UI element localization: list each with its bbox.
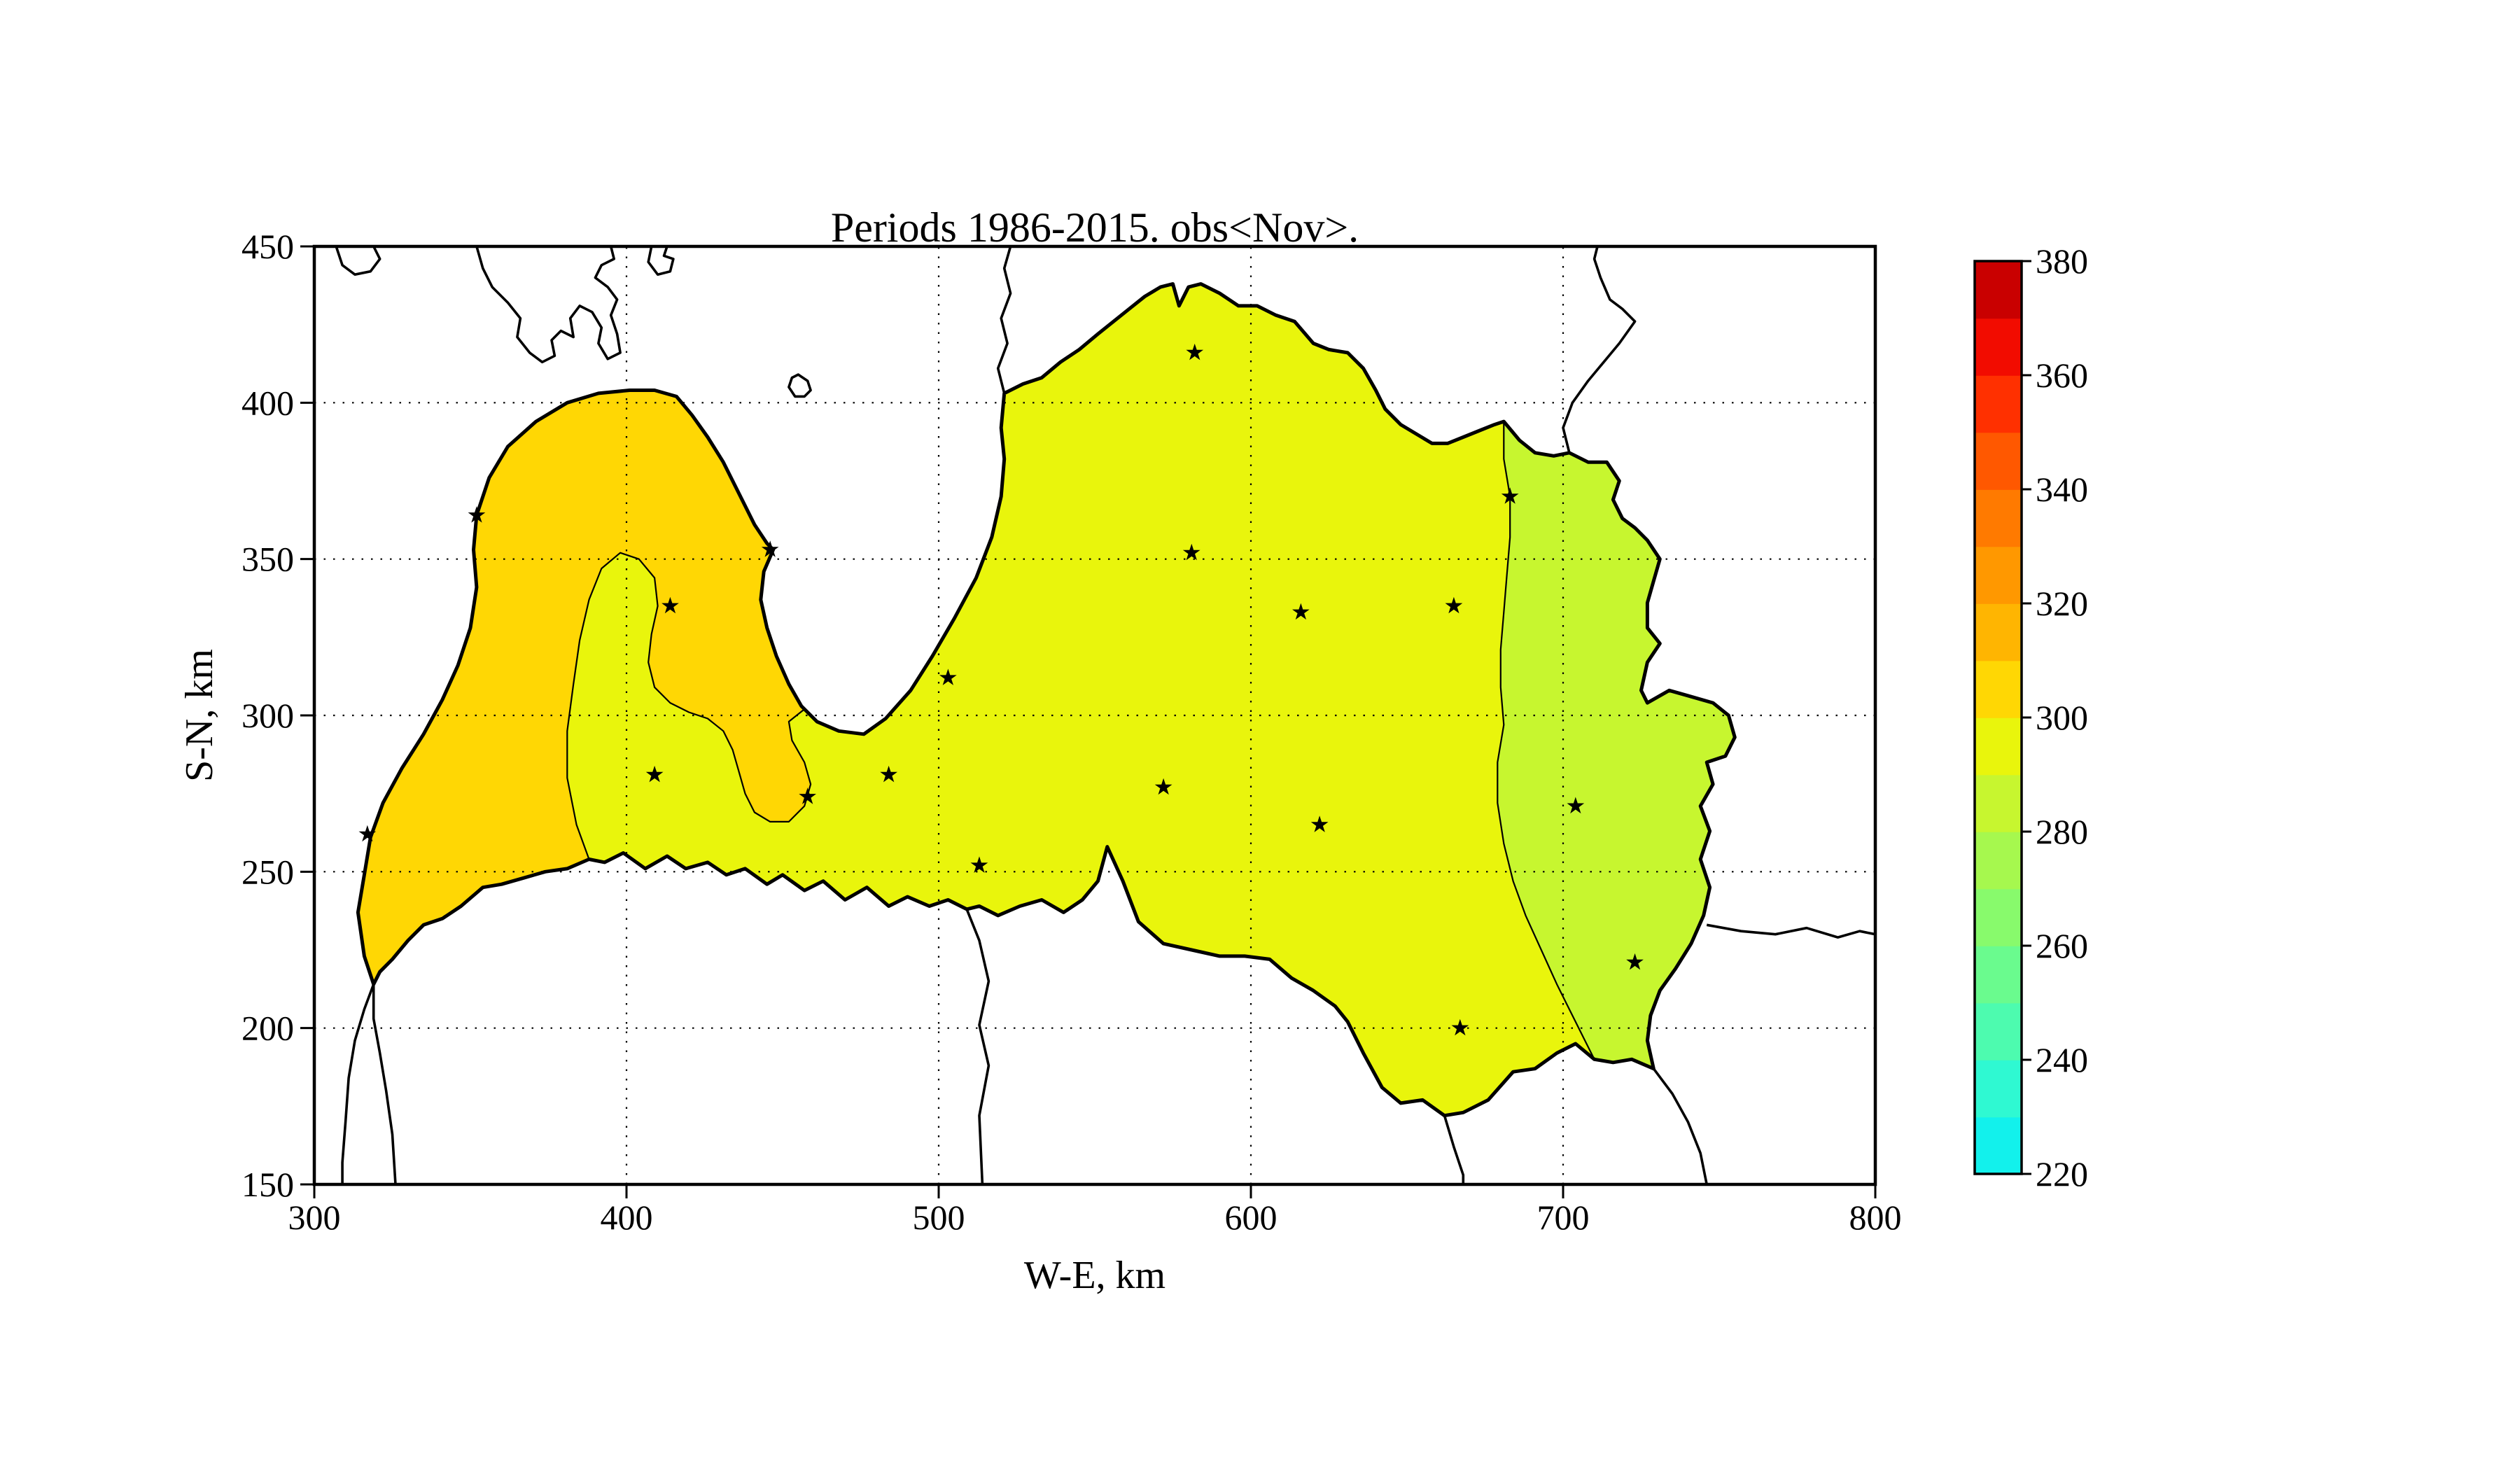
neighbor-border-line xyxy=(1706,923,1876,939)
colorbar-tick-label: 280 xyxy=(2036,812,2088,851)
station-star-marker xyxy=(761,540,779,557)
colorbar-tick-label: 240 xyxy=(2036,1040,2088,1079)
colorbar-segment xyxy=(1975,546,2022,604)
neighbor-border-line xyxy=(1443,1115,1465,1184)
station-star-marker xyxy=(799,788,816,804)
station-star-marker xyxy=(880,765,897,783)
latvia-region-east-green xyxy=(1497,421,1735,1069)
island-outline xyxy=(335,245,382,276)
station-star-marker xyxy=(1451,1018,1469,1036)
neighbor-border-line xyxy=(341,983,375,1184)
island-outline xyxy=(788,373,812,398)
colorbar-segment xyxy=(1975,888,2022,946)
colorbar-tick-label: 360 xyxy=(2036,356,2088,395)
latvia-border xyxy=(356,282,1737,1118)
x-tick-label: 700 xyxy=(1537,1198,1590,1237)
colorbar-segment xyxy=(1975,375,2022,433)
station-star-marker xyxy=(1154,778,1172,795)
x-tick-label: 300 xyxy=(288,1198,341,1237)
station-star-marker xyxy=(1292,603,1310,620)
colorbar-segment xyxy=(1975,1116,2022,1175)
colorbar: 220 240 260 280 300 320 340 360 380 xyxy=(1973,241,2088,1194)
colorbar-segment xyxy=(1975,718,2022,776)
neighbor-border-line xyxy=(1652,1068,1708,1185)
colorbar-tick-label: 340 xyxy=(2036,470,2088,509)
y-tick-label: 150 xyxy=(241,1165,294,1204)
x-tick-label: 500 xyxy=(913,1198,965,1237)
y-tick-label: 200 xyxy=(241,1009,294,1048)
x-tick-label: 800 xyxy=(1849,1198,1902,1237)
latvia-region-west-gold xyxy=(358,390,811,985)
colorbar-segment xyxy=(1975,1002,2022,1060)
colorbar-tick-label: 260 xyxy=(2036,926,2088,965)
colorbar-segment xyxy=(1975,489,2022,547)
contour-line-east xyxy=(1497,421,1595,1060)
colorbar-segment xyxy=(1975,946,2022,1004)
station-star-marker xyxy=(358,825,377,842)
y-tick-label: 350 xyxy=(241,540,294,579)
neighbor-country-borders xyxy=(341,246,1876,1185)
colorbar-segment xyxy=(1975,1060,2022,1118)
y-axis-label: S-N, km xyxy=(178,649,221,782)
map-layers xyxy=(335,245,1876,1185)
colorbar-segment xyxy=(1975,832,2022,890)
y-tick-label: 250 xyxy=(241,852,294,891)
neighbor-border-line xyxy=(372,984,397,1185)
colorbar-segment xyxy=(1975,603,2022,662)
estonian-islands xyxy=(335,245,812,398)
contour-line-west xyxy=(566,552,812,860)
colorbar-tick-label: 300 xyxy=(2036,698,2088,737)
colorbar-segment xyxy=(1975,261,2022,319)
x-axis-ticks: 300 400 500 600 700 800 xyxy=(288,1184,1902,1237)
y-tick-label: 450 xyxy=(241,227,294,266)
y-tick-label: 400 xyxy=(241,383,294,422)
colorbar-segment xyxy=(1975,774,2022,832)
x-axis-label: W-E, km xyxy=(1024,1254,1166,1297)
station-star-marker xyxy=(645,765,664,783)
island-outline xyxy=(475,245,622,364)
station-star-marker xyxy=(1501,487,1519,504)
plot-title: Periods 1986-2015. obs<Nov>. xyxy=(831,204,1359,251)
station-star-marker xyxy=(939,668,957,685)
station-star-marker xyxy=(1567,797,1585,814)
neighbor-border-line xyxy=(996,246,1012,394)
colorbar-tick-label: 380 xyxy=(2036,241,2088,281)
colorbar-segment xyxy=(1975,318,2022,376)
colorbar-segment xyxy=(1975,660,2022,718)
island-outline xyxy=(647,245,675,276)
station-star-marker xyxy=(1626,953,1644,970)
station-star-marker xyxy=(468,506,486,523)
station-star-marker xyxy=(1310,816,1329,832)
colorbar-segment xyxy=(1975,432,2022,490)
station-star-marker xyxy=(1186,343,1204,360)
colorbar-tick-label: 220 xyxy=(2036,1154,2088,1194)
station-star-marker xyxy=(662,596,679,614)
station-markers xyxy=(358,343,1644,1036)
y-axis-ticks: 150 200 250 300 350 400 450 xyxy=(241,227,314,1204)
station-star-marker xyxy=(1445,596,1463,614)
x-tick-label: 600 xyxy=(1225,1198,1278,1237)
station-star-marker xyxy=(970,856,988,873)
station-star-marker xyxy=(1182,543,1200,561)
neighbor-border-line xyxy=(1562,246,1637,454)
x-tick-label: 400 xyxy=(601,1198,653,1237)
y-tick-label: 300 xyxy=(241,696,294,735)
neighbor-border-line xyxy=(965,909,990,1185)
colorbar-tick-label: 320 xyxy=(2036,584,2088,623)
